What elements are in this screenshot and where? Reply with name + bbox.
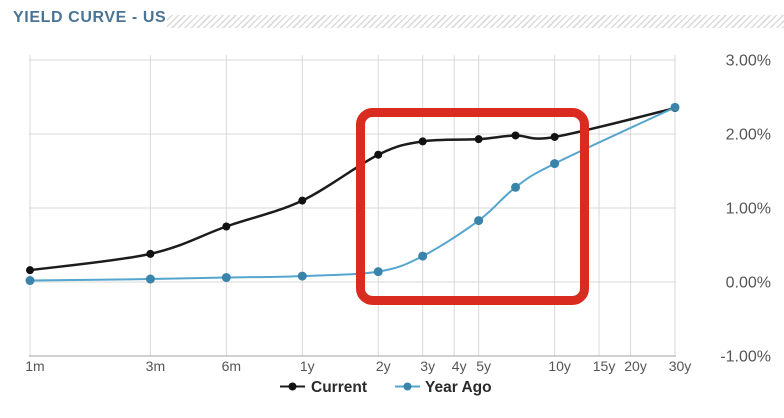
x-tick-label-1m: 1m <box>25 358 44 374</box>
page-title: YIELD CURVE - US <box>13 9 167 26</box>
y-tick-label: 0.00% <box>726 275 771 292</box>
y-tick-label: 2.00% <box>726 127 771 144</box>
x-tick-label-10y: 10y <box>548 358 571 374</box>
series-point-current <box>511 131 520 140</box>
series-point-year-ago <box>511 182 521 192</box>
header-hatch-decoration <box>167 15 784 28</box>
y-tick-label: -1.00% <box>720 349 771 366</box>
x-tick-label-4y: 4y <box>452 358 467 374</box>
series-point-current <box>474 135 483 144</box>
series-point-current <box>222 222 231 231</box>
series-point-current <box>298 196 307 205</box>
x-tick-label-3y: 3y <box>420 358 435 374</box>
legend-marker-dot-current <box>288 382 297 391</box>
vertical-gridlines <box>29 55 676 356</box>
series-point-year-ago <box>373 267 383 277</box>
x-tick-label-30y: 30y <box>669 358 692 374</box>
series-point-current <box>26 266 34 275</box>
x-tick-label-20y: 20y <box>624 358 647 374</box>
series-point-year-ago <box>297 271 307 281</box>
series-point-year-ago <box>550 159 560 169</box>
series-line-year-ago <box>29 106 676 282</box>
legend-item-current[interactable]: Current <box>280 379 367 396</box>
legend-item-year-ago[interactable]: Year Ago <box>395 379 492 396</box>
series-point-current <box>418 137 427 146</box>
x-tick-label-5y: 5y <box>476 358 491 374</box>
y-axis-labels: 3.00% 2.00% 1.00% 0.00% -1.00% <box>720 53 771 366</box>
series-point-year-ago <box>474 216 484 226</box>
legend-marker-dot-year-ago <box>403 382 412 391</box>
y-tick-label: 1.00% <box>726 201 771 218</box>
series-point-year-ago <box>25 276 35 286</box>
annotation-red-box <box>356 108 589 305</box>
y-tick-label: 3.00% <box>726 53 771 70</box>
x-tick-label-3m: 3m <box>146 358 165 374</box>
series-point-current <box>374 150 383 159</box>
x-tick-label-2y: 2y <box>376 358 391 374</box>
legend-label-current: Current <box>311 379 367 396</box>
series-point-year-ago <box>145 274 155 284</box>
series-year-ago <box>25 102 680 286</box>
series-point-year-ago <box>670 102 680 112</box>
x-axis-labels: 1m 3m 6m 1y 2y 3y 4y 5y 10y 15y 20y 30y <box>25 358 691 374</box>
legend-label-year-ago: Year Ago <box>425 379 492 396</box>
series-line-current <box>29 106 676 272</box>
series-point-year-ago <box>418 251 428 261</box>
series-point-current <box>146 249 155 258</box>
x-tick-label-15y: 15y <box>593 358 616 374</box>
series-point-current <box>550 132 559 141</box>
series-point-year-ago <box>221 273 231 283</box>
horizontal-gridlines <box>29 59 676 357</box>
x-tick-label-6m: 6m <box>222 358 241 374</box>
x-tick-label-1y: 1y <box>300 358 315 374</box>
